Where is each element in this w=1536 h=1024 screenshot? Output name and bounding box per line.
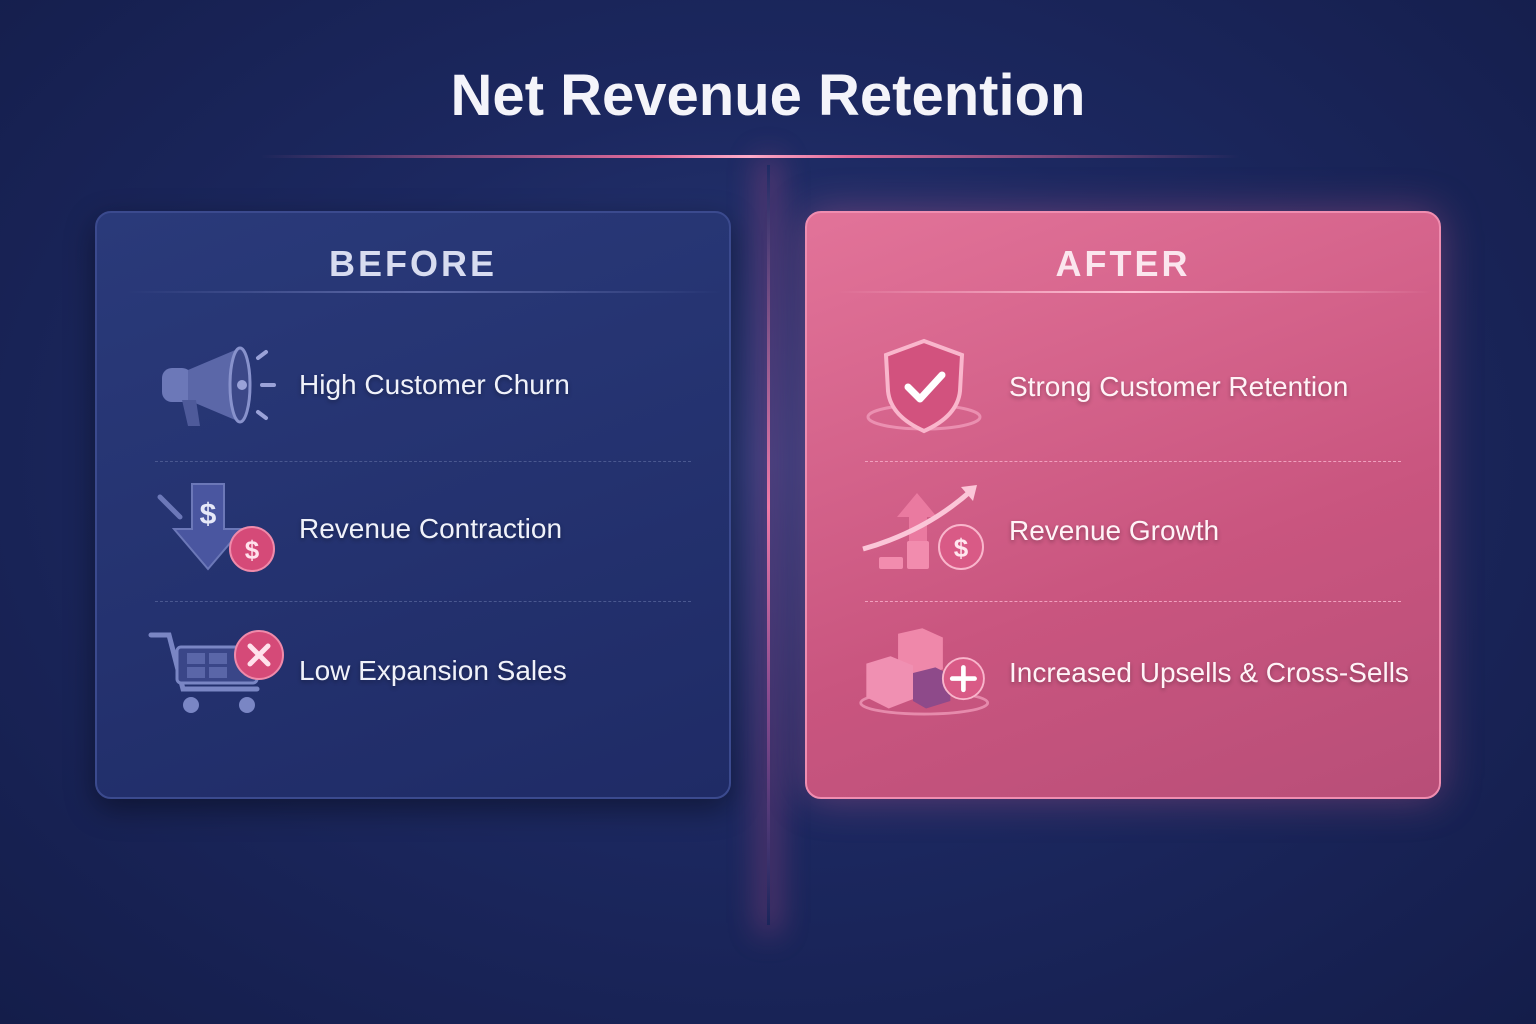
after-heading: AFTER bbox=[1055, 243, 1191, 284]
item-label: High Customer Churn bbox=[299, 369, 570, 400]
cart-x-icon bbox=[147, 621, 287, 721]
list-item: $ $ Revenue Contraction bbox=[147, 479, 707, 579]
svg-text:$: $ bbox=[245, 535, 260, 565]
item-label: Revenue Contraction bbox=[299, 513, 563, 544]
item-label: Revenue Growth bbox=[1009, 515, 1220, 546]
heading-rule bbox=[127, 291, 721, 293]
item-label: Increased Upsells & Cross-Sells bbox=[1009, 657, 1409, 688]
svg-text:$: $ bbox=[200, 498, 217, 531]
item-label: Low Expansion Sales bbox=[299, 655, 567, 686]
shield-check-icon bbox=[857, 337, 997, 437]
title-underline bbox=[260, 155, 1240, 158]
boxes-plus-icon bbox=[857, 623, 997, 723]
before-heading: BEFORE bbox=[328, 243, 497, 284]
megaphone-icon bbox=[147, 335, 287, 435]
svg-text:$: $ bbox=[954, 533, 969, 563]
separator bbox=[865, 461, 1401, 462]
after-card: AFTER Strong Customer Retention $ Reve bbox=[805, 211, 1441, 799]
list-item: Increased Upsells & Cross-Sells bbox=[857, 623, 1417, 723]
separator bbox=[865, 601, 1401, 602]
heading-rule bbox=[837, 291, 1431, 293]
center-divider bbox=[767, 165, 770, 925]
list-item: $ Revenue Growth bbox=[857, 481, 1417, 581]
down-arrow-dollar-icon: $ $ bbox=[147, 479, 287, 579]
separator bbox=[155, 461, 691, 462]
growth-chart-dollar-icon: $ bbox=[857, 481, 997, 581]
before-card: BEFORE High Customer Churn $ $ bbox=[95, 211, 731, 799]
item-label: Strong Customer Retention bbox=[1009, 371, 1349, 402]
list-item: High Customer Churn bbox=[147, 335, 707, 435]
list-item: Strong Customer Retention bbox=[857, 337, 1417, 437]
page-title: Net Revenue Retention bbox=[450, 63, 1086, 128]
list-item: Low Expansion Sales bbox=[147, 621, 707, 721]
separator bbox=[155, 601, 691, 602]
